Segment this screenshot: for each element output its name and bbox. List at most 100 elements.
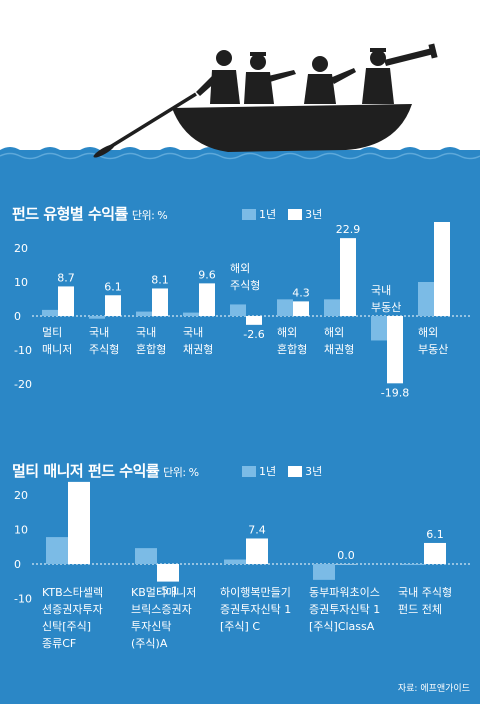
category-line: KTB스타셀렉: [42, 586, 103, 599]
value-label: 8.1: [151, 273, 169, 286]
legend-item-3y: 3년: [288, 463, 322, 479]
chart1-title: 펀드 유형별 수익률 단위: %: [12, 203, 168, 224]
chart1-title-text: 펀드 유형별 수익률: [12, 205, 128, 223]
oar: [101, 92, 197, 154]
bar-3y: [293, 301, 309, 316]
telescope: [384, 48, 434, 66]
category-line: KB멀티매니저: [131, 586, 196, 599]
rower-body: [210, 70, 240, 104]
boat-hull: [172, 104, 412, 152]
category-line: 채권형: [324, 343, 354, 356]
y-tick-label: 10: [14, 524, 28, 537]
category-line: 투자신탁: [131, 620, 171, 633]
bar-3y: [434, 222, 450, 316]
sea-wave-line: [0, 152, 480, 160]
category-line: 하이행복만들기: [220, 585, 291, 599]
bar-1y: [135, 548, 157, 564]
category-line: 주식형: [230, 279, 260, 292]
category-line: 해외: [418, 325, 438, 339]
category-line: 증권투자신탁 1: [220, 603, 291, 616]
category-label: 해외 채권형: [324, 325, 354, 356]
value-label: 9.6: [198, 268, 216, 281]
source-note: 자료: 에프앤가이드: [397, 684, 470, 694]
y-tick-label: 0: [14, 310, 21, 323]
bar-3y: [335, 564, 357, 565]
value-label: 4.3: [292, 286, 310, 299]
category-line: 국내: [371, 284, 391, 297]
chart2-unit: 단위: %: [163, 466, 199, 479]
bar-3y: [424, 542, 446, 564]
chart2-title: 멀티 매니저 펀드 수익률 단위: %: [12, 460, 199, 481]
category-label: 동부파워초이스 증권투자신탁 1 [주식]ClassA: [309, 586, 380, 633]
y-tick-label: -10: [14, 344, 32, 357]
boat-group: [93, 43, 438, 158]
legend-swatch-1y: [242, 465, 256, 477]
bar-3y: [387, 316, 403, 384]
bar-1y: [418, 282, 434, 316]
chart1-unit: 단위: %: [131, 209, 168, 222]
category-line: 펀드 전체: [398, 603, 442, 616]
bar-3y: [246, 316, 262, 325]
category-label: 국내 부동산: [371, 284, 401, 314]
person-head: [250, 54, 266, 70]
y-tick-label: -10: [14, 593, 32, 606]
lookout-head: [370, 50, 386, 66]
oar-blade: [93, 144, 115, 158]
category-line: (주식)A: [131, 637, 168, 650]
category-line: 채권형: [183, 343, 213, 356]
value-label: 6.1: [104, 280, 122, 293]
category-line: 혼합형: [136, 343, 166, 356]
bar-1y: [89, 316, 105, 319]
category-line: 동부파워초이스: [309, 586, 380, 599]
category-label: KTB스타셀렉 션증권자투자 신탁[주식] 종류CF: [42, 586, 103, 650]
bar-1y: [183, 312, 199, 316]
legend-item-1y: 1년: [242, 463, 276, 479]
person-head: [312, 56, 328, 72]
legend-item-1y: 1년: [242, 206, 276, 222]
value-label: 0.0: [337, 549, 355, 562]
category-line: 해외: [230, 261, 250, 275]
bar-1y: [277, 299, 293, 316]
bar-3y: [68, 481, 90, 564]
value-label: 8.7: [57, 271, 75, 284]
bar-1y: [324, 299, 340, 316]
chart2-legend: 1년 3년: [242, 463, 334, 479]
sea-waves: [0, 147, 480, 168]
chart1-legend: 1년 3년: [242, 206, 334, 222]
bar-3y: [246, 538, 268, 564]
bar-3y: [152, 288, 168, 316]
category-label: 국내 주식형 펀드 전체: [398, 586, 452, 616]
value-label: -2.6: [243, 328, 264, 341]
bar-1y: [230, 304, 246, 316]
category-line: 혼합형: [277, 343, 307, 356]
legend-swatch-3y: [288, 465, 303, 477]
bar-3y: [199, 283, 215, 316]
category-line: 국내: [183, 326, 203, 339]
bar-3y: [157, 564, 179, 582]
boat-illustration: [0, 0, 480, 168]
category-line: [주식] C: [220, 620, 260, 633]
category-line: 션증권자투자: [42, 603, 103, 616]
value-label: 6.1: [426, 528, 444, 541]
category-line: 멀티: [42, 326, 62, 339]
bar-1y: [224, 559, 246, 564]
chart2-plot: 20100-1023.8%KTB스타셀렉션증권자투자신탁[주식]종류CF-5.1…: [14, 481, 472, 650]
category-label: 국내 주식형: [89, 326, 119, 356]
value-label: -19.8: [381, 386, 409, 399]
category-line: 브릭스증권자: [131, 603, 192, 616]
category-line: 증권투자신탁 1: [309, 603, 380, 616]
category-line: 국내: [136, 326, 156, 339]
category-line: 해외: [277, 325, 297, 339]
legend-label-1y: 1년: [259, 465, 277, 478]
bar-3y: [58, 286, 74, 316]
category-line: 신탁[주식]: [42, 620, 91, 633]
category-line: 매니저: [42, 343, 72, 356]
y-tick-label: -20: [14, 378, 32, 391]
y-tick-label: 20: [14, 489, 28, 502]
